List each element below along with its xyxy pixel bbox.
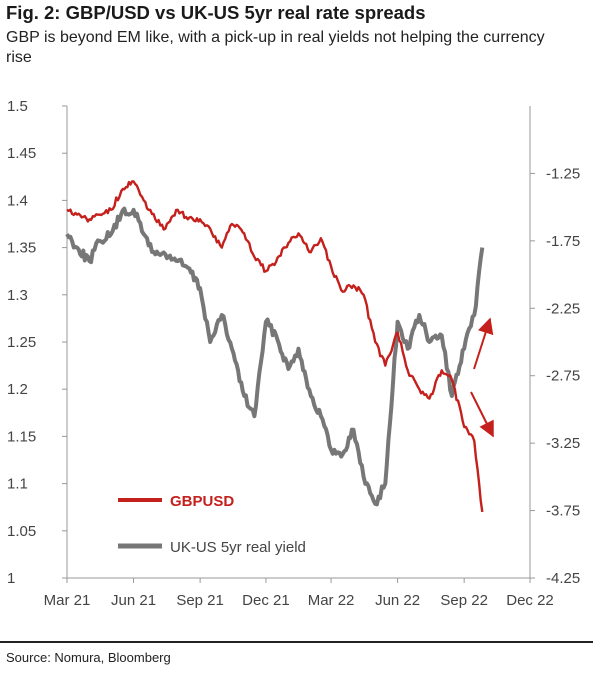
- chart-title: Fig. 2: GBP/USD vs UK-US 5yr real rate s…: [6, 2, 426, 23]
- source-note: Source: Nomura, Bloomberg: [6, 650, 171, 665]
- x-tick-label: Sep 21: [176, 592, 224, 609]
- legend-label-gbpusd: GBPUSD: [170, 493, 234, 510]
- x-tick-label: Jun 21: [111, 592, 156, 609]
- chart-canvas: 1 1.05 1.1 1.15 1.2 1.25 1.3 1.35 1.4 1.45 1.5 -1.2…: [7, 98, 580, 609]
- legend-label-spread: UK-US 5yr real yield: [170, 539, 306, 556]
- right-tick-label: -1.75: [546, 233, 580, 250]
- right-tick-label: -2.75: [546, 368, 580, 385]
- right-tick-label: -3.75: [546, 503, 580, 520]
- x-tick-label: Sep 22: [440, 592, 488, 609]
- left-tick-label: 1.5: [7, 98, 28, 115]
- left-tick-label: 1.4: [7, 192, 28, 209]
- left-tick-label: 1.25: [7, 334, 36, 351]
- left-tick-label: 1.2: [7, 381, 28, 398]
- x-tick-label: Mar 22: [308, 592, 355, 609]
- annotations: [470, 317, 494, 438]
- series-layer: [65, 180, 485, 513]
- left-tick-label: 1.45: [7, 145, 36, 162]
- left-tick-label: 1.3: [7, 287, 28, 304]
- left-tick-label: 1.1: [7, 476, 28, 493]
- axes: 1 1.05 1.1 1.15 1.2 1.25 1.3 1.35 1.4 1.45 1.5 -1.2…: [7, 98, 580, 609]
- series-uk-us-real-yield-line: [65, 206, 485, 507]
- right-tick-label: -2.25: [546, 300, 580, 317]
- right-tick-label: -1.25: [546, 165, 580, 182]
- down-arrow: [470, 391, 494, 438]
- legend: GBPUSD UK-US 5yr real yield: [118, 493, 306, 556]
- left-tick-label: 1.15: [7, 428, 36, 445]
- right-tick-label: -4.25: [546, 570, 580, 587]
- chart-subtitle: GBP is beyond EM like, with a pick-up in…: [6, 29, 545, 66]
- right-tick-label: -3.25: [546, 435, 580, 452]
- x-tick-label: Mar 21: [44, 592, 91, 609]
- x-tick-label: Dec 22: [506, 592, 554, 609]
- up-arrow: [473, 317, 494, 370]
- footer-divider: [0, 641, 593, 643]
- left-tick-label: 1: [7, 570, 15, 587]
- series-gbpusd-line: [66, 180, 484, 513]
- x-tick-label: Dec 21: [242, 592, 290, 609]
- x-tick-label: Jun 22: [375, 592, 420, 609]
- left-tick-label: 1.35: [7, 240, 36, 257]
- left-tick-label: 1.05: [7, 523, 36, 540]
